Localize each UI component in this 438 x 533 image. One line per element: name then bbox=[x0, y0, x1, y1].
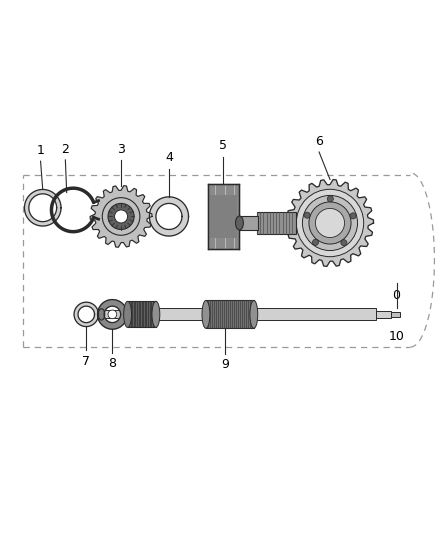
Text: 8: 8 bbox=[108, 358, 117, 370]
Polygon shape bbox=[90, 185, 152, 247]
Text: 7: 7 bbox=[82, 355, 90, 368]
Bar bbox=[102, 310, 123, 318]
Text: 9: 9 bbox=[221, 358, 229, 371]
Polygon shape bbox=[149, 197, 188, 236]
Bar bbox=[257, 212, 296, 234]
Text: 1: 1 bbox=[37, 144, 45, 157]
Bar bbox=[206, 301, 254, 328]
Bar bbox=[121, 308, 376, 320]
Circle shape bbox=[296, 189, 364, 257]
Circle shape bbox=[115, 210, 127, 223]
Text: 4: 4 bbox=[165, 151, 173, 164]
Text: 3: 3 bbox=[117, 142, 125, 156]
Text: 10: 10 bbox=[389, 330, 405, 343]
Ellipse shape bbox=[236, 216, 244, 230]
Ellipse shape bbox=[202, 301, 210, 328]
Circle shape bbox=[302, 196, 357, 251]
Circle shape bbox=[327, 196, 333, 202]
Circle shape bbox=[309, 202, 351, 244]
Circle shape bbox=[108, 204, 134, 230]
Circle shape bbox=[312, 239, 318, 245]
Polygon shape bbox=[286, 180, 374, 266]
Ellipse shape bbox=[250, 301, 258, 328]
Polygon shape bbox=[98, 300, 127, 329]
Circle shape bbox=[350, 213, 356, 219]
Bar bbox=[210, 195, 237, 238]
Bar bbox=[127, 301, 156, 327]
Circle shape bbox=[108, 310, 117, 319]
Bar bbox=[391, 312, 399, 317]
Ellipse shape bbox=[152, 301, 160, 327]
Polygon shape bbox=[74, 302, 99, 327]
Text: 5: 5 bbox=[219, 140, 227, 152]
Bar bbox=[208, 184, 239, 249]
Ellipse shape bbox=[98, 309, 105, 320]
Bar bbox=[240, 216, 258, 230]
Polygon shape bbox=[25, 189, 61, 226]
Text: 2: 2 bbox=[61, 142, 69, 156]
Circle shape bbox=[341, 240, 347, 246]
Text: 6: 6 bbox=[315, 135, 323, 148]
Text: 0: 0 bbox=[392, 289, 401, 302]
Ellipse shape bbox=[124, 301, 131, 327]
Bar bbox=[376, 311, 391, 318]
Circle shape bbox=[304, 212, 310, 218]
Circle shape bbox=[315, 208, 345, 238]
